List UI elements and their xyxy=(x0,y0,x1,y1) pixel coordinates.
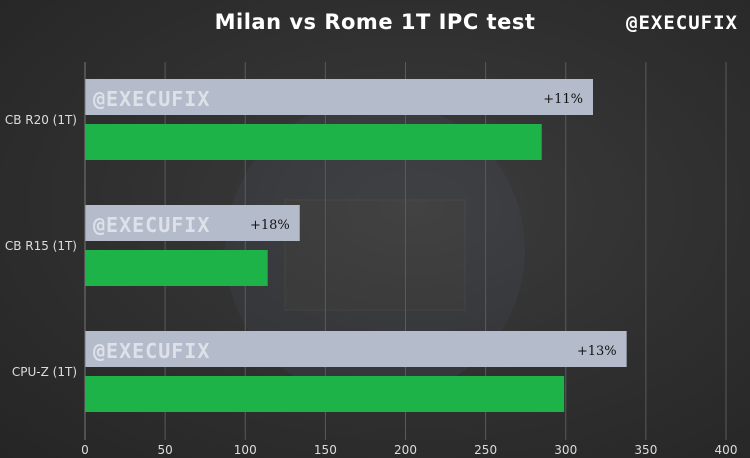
bar-percent-label: +18% xyxy=(250,218,290,233)
bar-top-1 xyxy=(85,205,300,241)
bar-watermark: @EXECUFIX xyxy=(93,339,210,363)
bars-group: @EXECUFIX +11% @EXECUFIX +18% @EXECUFIX +13% xyxy=(85,79,627,412)
y-category-label: CPU-Z (1T) xyxy=(12,365,77,379)
x-tick-label: 50 xyxy=(157,443,172,457)
brand-logo: @EXECUFIX xyxy=(626,12,738,34)
y-category-label: CB R15 (1T) xyxy=(5,239,77,253)
bar-watermark: @EXECUFIX xyxy=(93,87,210,111)
bar-bottom-0 xyxy=(85,124,542,160)
y-category-label: CB R20 (1T) xyxy=(5,113,77,127)
x-tick-label: 350 xyxy=(634,443,657,457)
x-tick-label: 300 xyxy=(554,443,577,457)
x-tick-label: 200 xyxy=(394,443,417,457)
x-tick-label: 0 xyxy=(81,443,89,457)
x-tick-label: 400 xyxy=(715,443,738,457)
background-chip-decoration xyxy=(225,100,525,400)
bar-watermark: @EXECUFIX xyxy=(93,213,210,237)
bar-bottom-2 xyxy=(85,376,565,412)
x-tick-label: 250 xyxy=(474,443,497,457)
bar-top-2 xyxy=(85,331,627,367)
chart-title: Milan vs Rome 1T IPC test xyxy=(214,10,536,34)
x-tick-label: 100 xyxy=(234,443,257,457)
axis-group: 0 50 100 150 200 250 300 350 400 CB R20 (1T) CB R1… xyxy=(5,62,738,457)
x-tick-label: 150 xyxy=(314,443,337,457)
bar-top-0 xyxy=(85,79,593,115)
bar-percent-label: +13% xyxy=(577,344,617,359)
bar-bottom-1 xyxy=(85,250,268,286)
bar-percent-label: +11% xyxy=(543,92,583,107)
